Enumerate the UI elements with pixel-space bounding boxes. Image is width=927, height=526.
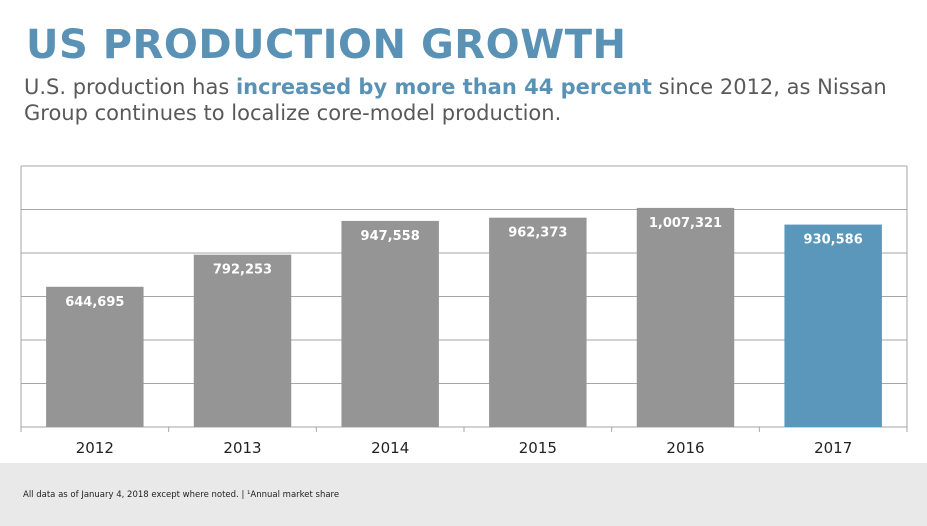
bar-2012 [46, 286, 144, 427]
footer: All data as of January 4, 2018 except wh… [0, 463, 927, 526]
bar-2013 [193, 254, 292, 427]
bar-2015 [489, 217, 587, 427]
data-label-2015: 962,373 [508, 226, 567, 241]
data-label-2014: 947,558 [361, 229, 420, 244]
x-tick-label-2013: 2013 [223, 439, 261, 457]
data-label-2016: 1,007,321 [649, 216, 722, 231]
bar-chart: 644,695 2012 792,253 2013 947,558 2014 962,373… [20, 165, 908, 457]
page-title: US PRODUCTION GROWTH [26, 22, 627, 68]
subtitle-text: U.S. production has [24, 75, 236, 99]
subtitle-text-end: since 2012, as Nissan Group continues to… [24, 75, 887, 125]
data-label-2013: 792,253 [213, 263, 272, 278]
x-tick-label-2015: 2015 [519, 439, 557, 457]
subtitle-highlight: increased by more than 44 percent [235, 75, 652, 99]
data-label-2017: 930,586 [804, 233, 863, 248]
x-tick-label-2012: 2012 [76, 439, 114, 457]
x-tick-label-2014: 2014 [371, 439, 409, 457]
x-tick-label-2016: 2016 [666, 439, 704, 457]
bar-2014 [341, 220, 439, 427]
x-tick-label-2017: 2017 [814, 439, 852, 457]
footnote: All data as of January 4, 2018 except wh… [23, 490, 340, 500]
bar-2017 [784, 224, 882, 427]
data-label-2012: 644,695 [65, 295, 124, 310]
subtitle: U.S. production has increased by more th… [24, 74, 904, 126]
bar-2016 [636, 207, 735, 427]
